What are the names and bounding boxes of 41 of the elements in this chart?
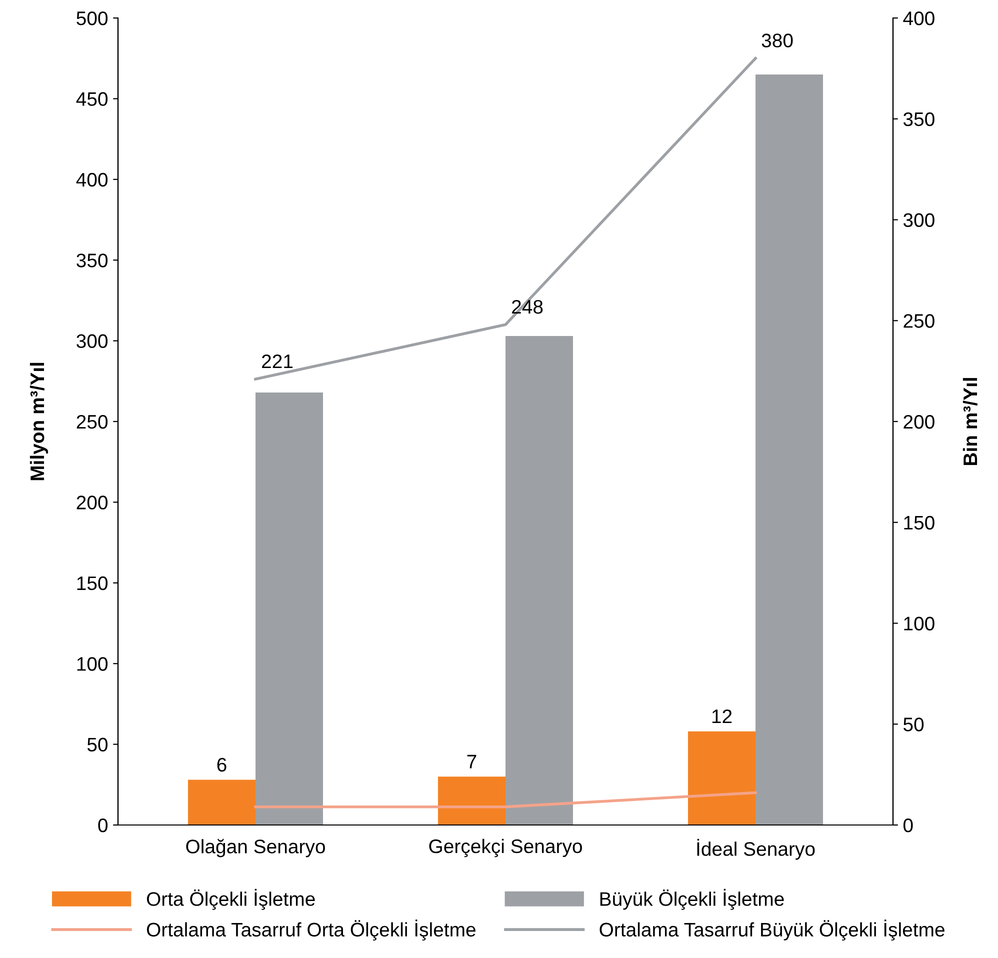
y-tick-label: 200 bbox=[76, 496, 108, 510]
annotation: 6 bbox=[217, 758, 226, 772]
annotation: 12 bbox=[712, 709, 732, 724]
bar bbox=[756, 74, 823, 825]
y2-tick-label: 0 bbox=[903, 818, 913, 832]
legend-label: Orta Ölçekli İşletme bbox=[146, 888, 315, 910]
bar bbox=[688, 731, 756, 825]
y2-tick-label: 250 bbox=[904, 314, 934, 328]
y2-tick-label: 350 bbox=[903, 112, 934, 126]
y-tick-label: 0 bbox=[98, 818, 108, 832]
y2-axis-title: Bin m³/Yıl bbox=[962, 378, 978, 466]
y-tick-label: 300 bbox=[76, 334, 108, 348]
y2-tick-label: 100 bbox=[904, 616, 934, 630]
data-label: 221 bbox=[262, 354, 293, 368]
y2-tick-label: 400 bbox=[903, 11, 934, 26]
y-tick-label: 250 bbox=[76, 414, 108, 429]
y2-tick-label: 50 bbox=[904, 718, 924, 732]
y-tick-label: 100 bbox=[77, 657, 108, 671]
legend-label: Büyük Ölçekli İşletme bbox=[600, 888, 784, 910]
bar bbox=[256, 392, 323, 825]
x-tick-label: Olağan Senaryo bbox=[186, 838, 325, 858]
y-tick-label: 400 bbox=[76, 172, 108, 187]
bar bbox=[438, 776, 506, 825]
y2-tick-label: 200 bbox=[904, 414, 934, 429]
y-tick-label: 350 bbox=[76, 254, 108, 268]
data-label: 380 bbox=[762, 34, 793, 48]
y-tick-label: 150 bbox=[77, 576, 108, 590]
y-axis-title: Milyon m³/Yıl bbox=[30, 362, 48, 480]
y-tick-label: 500 bbox=[76, 11, 108, 26]
x-tick-label: Gerçekçi Senaryo bbox=[429, 838, 582, 858]
x-tick-label: İdeal Senaryo bbox=[697, 838, 815, 860]
y-tick-label: 450 bbox=[76, 92, 108, 106]
y2-tick-label: 150 bbox=[904, 516, 934, 530]
legend-label: Ortalama Tasarruf Büyük Ölçekli İşletme bbox=[600, 920, 944, 940]
y-tick-label: 50 bbox=[87, 738, 108, 752]
bar bbox=[188, 780, 256, 825]
data-label: 248 bbox=[512, 300, 543, 314]
legend-label: Ortalama Tasarruf Orta Ölçekli İşletme bbox=[146, 920, 476, 940]
annotation: 7 bbox=[467, 754, 476, 768]
y2-tick-label: 300 bbox=[903, 213, 934, 227]
bar bbox=[506, 336, 573, 825]
